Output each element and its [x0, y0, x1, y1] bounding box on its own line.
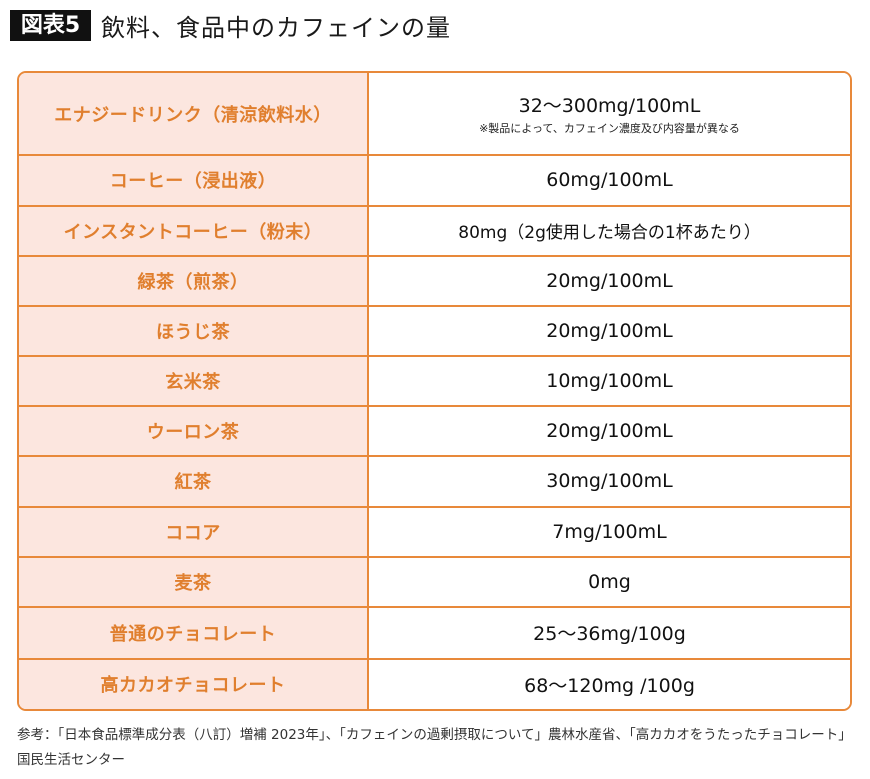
table-row: 紅茶 30mg/100mL	[19, 456, 850, 508]
item-value-cell: 32〜300mg/100mL ※製品によって、カフェイン濃度及び内容量が異なる	[368, 73, 850, 157]
item-value: 7mg/100mL	[368, 506, 850, 558]
item-value: 10mg/100mL	[368, 356, 850, 408]
table-row: ほうじ茶 20mg/100mL	[19, 305, 850, 358]
figure-label: 図表5	[10, 10, 91, 41]
item-value: 0mg	[368, 556, 850, 608]
item-name: 高カカオチョコレート	[19, 658, 369, 709]
table-row: ウーロン茶 20mg/100mL	[19, 406, 850, 458]
item-note: ※製品によって、カフェイン濃度及び内容量が異なる	[479, 122, 740, 136]
item-name: 麦茶	[19, 556, 369, 608]
item-name: コーヒー（浸出液）	[19, 155, 369, 207]
item-name: エナジードリンク（清涼飲料水）	[19, 73, 369, 157]
table-row: 麦茶 0mg	[19, 556, 850, 608]
item-value: 20mg/100mL	[368, 406, 850, 458]
item-value: 30mg/100mL	[368, 456, 850, 508]
item-name: 紅茶	[19, 456, 369, 508]
table-row: 普通のチョコレート 25〜36mg/100g	[19, 606, 850, 660]
item-value: 20mg/100mL	[368, 305, 850, 358]
item-value: 32〜300mg/100mL	[518, 95, 701, 118]
item-name: ウーロン茶	[19, 406, 369, 458]
table-row: インスタントコーヒー（粉末） 80mg（2g使用した場合の1杯あたり）	[19, 205, 850, 257]
item-value: 80mg（2g使用した場合の1杯あたり）	[368, 205, 850, 257]
item-name: 緑茶（煎茶）	[19, 255, 369, 307]
table-row: 玄米茶 10mg/100mL	[19, 356, 850, 408]
item-name: ココア	[19, 506, 369, 558]
table-row: エナジードリンク（清涼飲料水） 32〜300mg/100mL ※製品によって、カ…	[19, 73, 850, 157]
table-row: ココア 7mg/100mL	[19, 506, 850, 558]
source-note: 参考：「日本食品標準成分表（八訂）増補 2023年」、「カフェインの過剰摂取につ…	[17, 727, 852, 768]
item-name: インスタントコーヒー（粉末）	[19, 205, 369, 257]
item-value: 68〜120mg /100g	[368, 658, 850, 709]
item-value: 20mg/100mL	[368, 255, 850, 307]
table-row: コーヒー（浸出液） 60mg/100mL	[19, 155, 850, 207]
table-row: 高カカオチョコレート 68〜120mg /100g	[19, 658, 850, 709]
table-row: 緑茶（煎茶） 20mg/100mL	[19, 255, 850, 307]
figure-title: 飲料、食品中のカフェインの量	[101, 14, 451, 42]
figure-header: 図表5 飲料、食品中のカフェインの量	[10, 10, 451, 42]
caffeine-table: エナジードリンク（清涼飲料水） 32〜300mg/100mL ※製品によって、カ…	[17, 71, 852, 711]
item-name: 普通のチョコレート	[19, 606, 369, 660]
item-name: ほうじ茶	[19, 305, 369, 358]
item-value: 25〜36mg/100g	[368, 606, 850, 660]
item-name: 玄米茶	[19, 356, 369, 408]
item-value: 60mg/100mL	[368, 155, 850, 207]
